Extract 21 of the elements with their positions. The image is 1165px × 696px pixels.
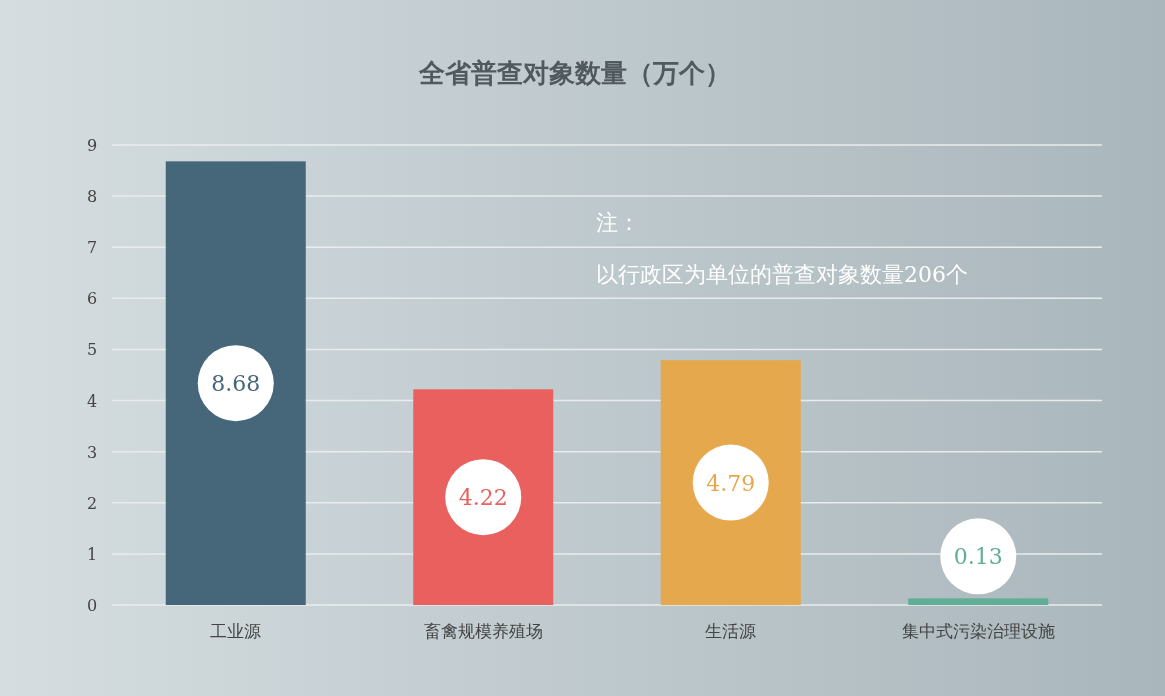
- y-tick-label: 2: [86, 493, 98, 513]
- data-label: 0.13: [953, 544, 1003, 570]
- x-tick-label: 工业源: [210, 621, 262, 641]
- annotation: 以行政区为单位的普查对象数量206个: [596, 262, 968, 287]
- y-tick-label: 3: [86, 442, 98, 462]
- x-tick-label: 集中式污染治理设施: [901, 621, 1055, 641]
- y-tick-label: 5: [86, 340, 98, 360]
- data-label: 8.68: [211, 371, 261, 397]
- x-tick-label: 生活源: [705, 621, 757, 641]
- y-tick-label: 7: [86, 238, 98, 258]
- y-tick-label: 9: [86, 136, 98, 155]
- y-tick-label: 4: [86, 391, 98, 411]
- y-tick-label: 1: [86, 544, 98, 564]
- x-tick-label: 畜禽规模养殖场: [423, 621, 543, 641]
- annotation: 注：: [596, 210, 640, 235]
- y-tick-label: 0: [86, 596, 98, 615]
- chart-title: 全省普查对象数量（万个）: [418, 58, 731, 88]
- data-label: 4.22: [458, 485, 508, 511]
- y-tick-label: 6: [86, 289, 98, 309]
- data-label: 4.79: [706, 470, 756, 496]
- y-tick-label: 8: [86, 187, 98, 207]
